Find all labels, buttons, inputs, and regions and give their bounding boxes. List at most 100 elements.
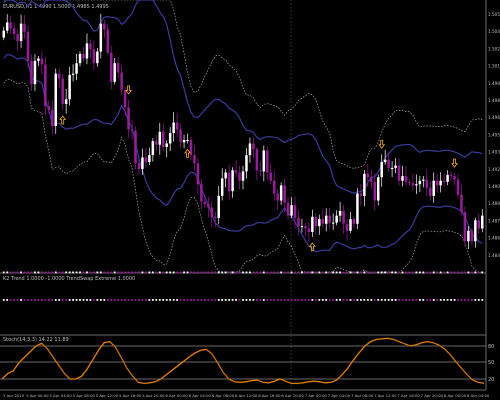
- candle-body: [300, 226, 304, 228]
- trend-dot-row2: [47, 299, 50, 301]
- candle-body: [356, 193, 359, 224]
- candle-body: [44, 64, 47, 107]
- trend-dot-row1: [151, 271, 154, 274]
- trend-dot-row1: [120, 271, 123, 274]
- trend-dot-row1: [51, 271, 54, 274]
- trend-dot-row1: [314, 271, 317, 274]
- candle-body: [411, 183, 415, 186]
- trend-dot-row2: [13, 299, 16, 301]
- trend-dot-row1: [96, 271, 99, 274]
- trend-dot-row2: [44, 299, 47, 301]
- trend-dot-row1: [217, 271, 220, 274]
- trend-dot-row1: [106, 271, 109, 274]
- candle-body: [158, 131, 162, 145]
- trend-dot-row1: [61, 271, 64, 274]
- trend-dot-row1: [165, 271, 168, 274]
- trend-dot-row2: [103, 299, 106, 301]
- trend-dot-row1: [245, 271, 248, 274]
- candle-body: [214, 216, 217, 218]
- trend-dot-row2: [273, 299, 276, 301]
- time-tick-label: 6 Apr 04:00: [189, 393, 212, 398]
- trend-dot-row2: [231, 299, 234, 301]
- trend-dot-row2: [34, 299, 36, 301]
- candle-body: [51, 109, 54, 127]
- candle-body: [352, 219, 356, 224]
- envelope-upper-line: [3, 0, 483, 169]
- stoch-main-line: [1, 337, 485, 385]
- candle-body: [89, 43, 92, 50]
- trend-dot-row1: [415, 271, 418, 274]
- trend-dot-row2: [106, 299, 109, 301]
- trend-dot-row1: [6, 271, 9, 274]
- candle-body: [293, 205, 297, 218]
- trend-dot-row2: [276, 299, 279, 301]
- trend-dot-row1: [436, 271, 439, 274]
- candle-body: [33, 60, 37, 85]
- trend-dot-row2: [412, 299, 414, 301]
- trend-dot-row2: [16, 299, 19, 301]
- trend-dot-row1: [169, 271, 172, 274]
- candle-body: [130, 129, 134, 131]
- trend-dot-row2: [425, 299, 428, 301]
- candle-body: [189, 140, 193, 156]
- candle-body: [349, 219, 352, 231]
- trend-dot-row1: [401, 271, 404, 274]
- trend-dot-row2: [158, 299, 161, 301]
- trend-dot-row2: [127, 299, 130, 301]
- trend-dot-row1: [131, 271, 133, 274]
- candle-body: [168, 133, 172, 144]
- trend-dot-row2: [363, 299, 366, 301]
- candle-body: [397, 165, 401, 181]
- candle-body: [92, 49, 96, 64]
- trend-dot-row1: [332, 271, 335, 274]
- trend-dot-row1: [176, 271, 179, 274]
- time-tick-label: 3 Apr 2010: [3, 393, 25, 398]
- candle-body: [148, 155, 151, 163]
- trend-dot-row2: [252, 299, 255, 301]
- time-tick-label: 6 Apr 16:00: [258, 393, 281, 398]
- trend-dot-row2: [224, 299, 227, 301]
- bollinger-upper-band: [3, 0, 483, 194]
- trend-dot-row1: [72, 271, 74, 274]
- candle-body: [467, 230, 470, 242]
- trend-dot-row1: [58, 271, 61, 274]
- candle-body: [338, 210, 342, 216]
- price-tick-label: 1.4875: [488, 218, 500, 223]
- trend-dot-row2: [255, 299, 258, 301]
- price-tick-label: 1.4965: [488, 115, 500, 120]
- trend-dot-row1: [75, 271, 78, 274]
- time-tick-label: 7 Apr 16:00: [397, 393, 420, 398]
- trend-dot-row1: [477, 271, 480, 274]
- candle-body: [359, 193, 363, 196]
- trend-dot-row2: [110, 299, 113, 301]
- candle-body: [255, 149, 259, 171]
- candle-body: [220, 178, 224, 196]
- trend-dot-row2: [266, 299, 269, 301]
- trend-dot-row1: [231, 271, 234, 274]
- trend-dot-row1: [23, 271, 26, 274]
- trend-dot-row2: [186, 299, 189, 301]
- trend-dot-row2: [359, 299, 362, 301]
- trend-dot-row2: [9, 299, 12, 301]
- trend-dot-row2: [242, 299, 244, 301]
- trend-dot-row1: [384, 271, 387, 274]
- trend-dot-row2: [280, 299, 283, 301]
- time-tick-label: 5 Apr 08:00: [73, 393, 96, 398]
- candle-body: [9, 22, 12, 29]
- trend-dot-row1: [255, 271, 258, 274]
- trend-dot-row1: [145, 271, 147, 274]
- time-tick-label: 7 Apr 00:00: [305, 393, 328, 398]
- trend-dot-row1: [242, 271, 244, 274]
- trend-dot-row2: [353, 299, 355, 301]
- candle-body: [442, 180, 446, 182]
- sell-arrow-icon: [125, 85, 132, 95]
- trend-dot-row1: [79, 271, 81, 274]
- trend-dot-row1: [301, 271, 303, 274]
- trend-dot-row1: [203, 271, 206, 274]
- trend-dot-row2: [68, 299, 71, 301]
- sell-arrow-icon: [378, 139, 386, 149]
- candle-body: [460, 194, 463, 213]
- trend-dot-row2: [328, 299, 331, 301]
- trend-dot-row2: [380, 299, 383, 301]
